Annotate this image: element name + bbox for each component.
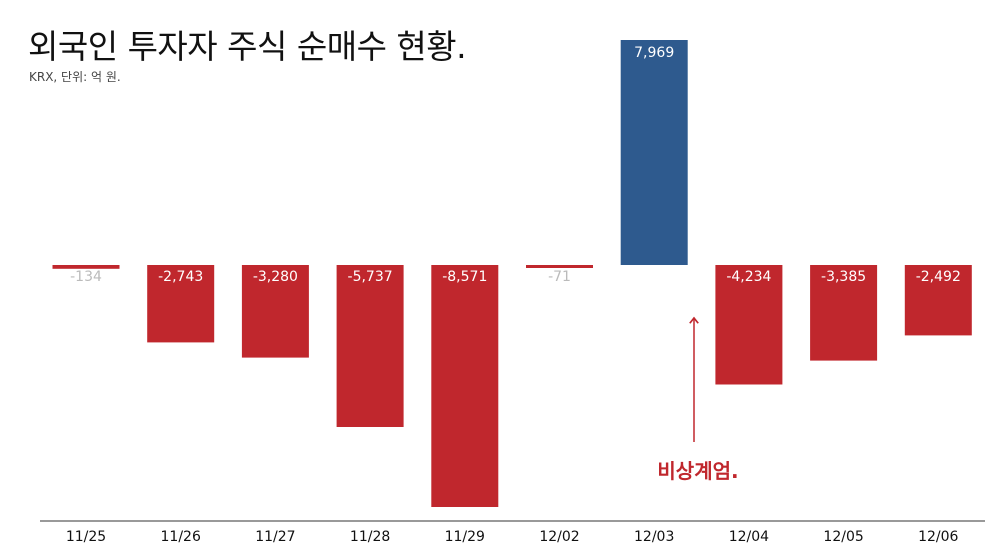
bar-12-02 (526, 265, 593, 268)
bar-12-06 (904, 265, 972, 336)
value-label-12-05: -3,385 (821, 269, 866, 285)
x-tick-label-11-26: 11/26 (161, 529, 201, 545)
bar-11-27 (241, 265, 309, 358)
x-tick-label-11-25: 11/25 (66, 529, 106, 545)
x-tick-label-12-06: 12/06 (918, 529, 958, 545)
x-tick-label-12-05: 12/05 (823, 529, 863, 545)
value-label-12-02: -71 (548, 269, 571, 285)
bar-11-26 (147, 265, 215, 343)
x-tick-label-12-02: 12/02 (539, 529, 579, 545)
chart-title: 외국인 투자자 주식 순매수 현황. (28, 27, 467, 66)
x-tick-label-11-28: 11/28 (350, 529, 390, 545)
bar-11-28 (336, 265, 404, 427)
value-label-12-03: 7,969 (634, 45, 674, 61)
value-label-11-25: -134 (70, 269, 102, 285)
value-label-11-28: -5,737 (348, 269, 393, 285)
x-tick-label-12-03: 12/03 (634, 529, 674, 545)
value-label-11-29: -8,571 (442, 269, 487, 285)
chart-subtitle: KRX, 단위: 억 원. (29, 70, 121, 84)
bar-12-05 (810, 265, 878, 361)
x-tick-label-11-27: 11/27 (255, 529, 295, 545)
x-tick-label-12-04: 12/04 (729, 529, 769, 545)
bar-12-04 (715, 265, 783, 385)
bar-11-29 (431, 265, 499, 507)
bar-11-25 (52, 265, 120, 269)
value-label-12-06: -2,492 (916, 269, 961, 285)
value-label-11-26: -2,743 (158, 269, 203, 285)
annotation-text: 비상계엄. (657, 459, 738, 483)
bar-12-03 (620, 40, 688, 265)
value-label-11-27: -3,280 (253, 269, 298, 285)
value-label-12-04: -4,234 (726, 269, 771, 285)
x-tick-label-11-29: 11/29 (445, 529, 485, 545)
